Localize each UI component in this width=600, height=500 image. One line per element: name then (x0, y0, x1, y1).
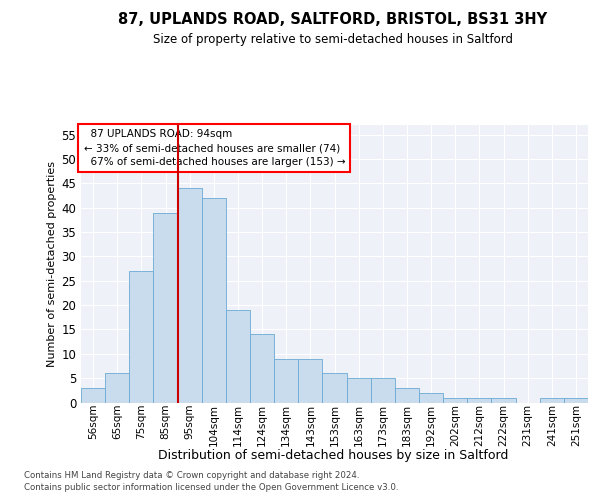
Text: Distribution of semi-detached houses by size in Saltford: Distribution of semi-detached houses by … (158, 448, 508, 462)
Bar (178, 188, 202, 402)
Bar (154, 212, 178, 402)
Y-axis label: Number of semi-detached properties: Number of semi-detached properties (47, 161, 57, 367)
Bar (540, 398, 564, 402)
Bar (371, 378, 395, 402)
Bar (322, 374, 347, 402)
Bar (226, 310, 250, 402)
Bar (564, 398, 588, 402)
Text: Contains public sector information licensed under the Open Government Licence v3: Contains public sector information licen… (24, 482, 398, 492)
Bar (491, 398, 515, 402)
Bar (298, 358, 322, 403)
Bar (443, 398, 467, 402)
Bar (274, 358, 298, 403)
Text: 87, UPLANDS ROAD, SALTFORD, BRISTOL, BS31 3HY: 87, UPLANDS ROAD, SALTFORD, BRISTOL, BS3… (118, 12, 548, 28)
Bar (105, 374, 129, 402)
Bar (467, 398, 491, 402)
Text: 87 UPLANDS ROAD: 94sqm
← 33% of semi-detached houses are smaller (74)
  67% of s: 87 UPLANDS ROAD: 94sqm ← 33% of semi-det… (83, 129, 345, 167)
Bar (129, 271, 154, 402)
Bar (81, 388, 105, 402)
Bar (347, 378, 371, 402)
Bar (395, 388, 419, 402)
Text: Contains HM Land Registry data © Crown copyright and database right 2024.: Contains HM Land Registry data © Crown c… (24, 472, 359, 480)
Bar (419, 393, 443, 402)
Bar (250, 334, 274, 402)
Text: Size of property relative to semi-detached houses in Saltford: Size of property relative to semi-detach… (153, 32, 513, 46)
Bar (202, 198, 226, 402)
